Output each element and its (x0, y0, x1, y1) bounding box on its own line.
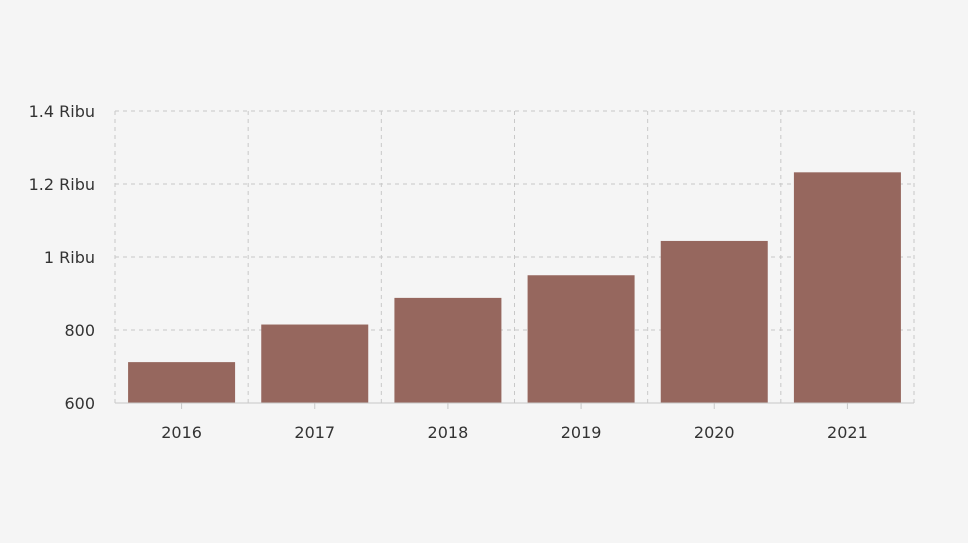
bar-2016 (128, 362, 236, 403)
bar-2018 (394, 297, 502, 403)
x-tick-label: 2016 (161, 423, 202, 442)
y-tick-label: 1.4 Ribu (29, 102, 95, 121)
y-tick-label: 600 (64, 394, 95, 413)
x-tick-label: 2020 (694, 423, 735, 442)
y-tick-label: 1 Ribu (44, 248, 95, 267)
x-tick-label: 2017 (294, 423, 335, 442)
x-tick-label: 2021 (827, 423, 868, 442)
bar-2019 (527, 275, 635, 403)
bar-2020 (660, 240, 768, 403)
bar-2021 (793, 172, 901, 403)
y-tick-label: 800 (64, 321, 95, 340)
x-tick-label: 2019 (561, 423, 602, 442)
axes (115, 402, 914, 409)
x-tick-label: 2018 (428, 423, 469, 442)
bars (128, 172, 901, 403)
tick-labels: 600 800 1 Ribu 1.2 Ribu 1.4 Ribu 2016 2017 2018… (29, 102, 868, 442)
bar-2017 (261, 324, 369, 403)
grid (114, 110, 915, 403)
y-tick-label: 1.2 Ribu (29, 175, 95, 194)
